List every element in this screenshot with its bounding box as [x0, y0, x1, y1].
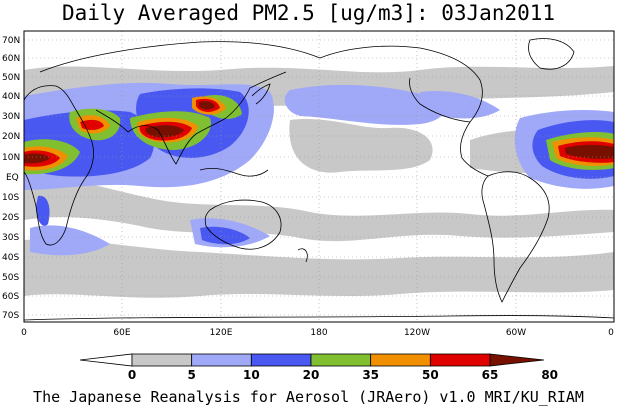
map-frame [23, 30, 615, 323]
concentration-layer [24, 66, 614, 298]
lon-label: 0 [608, 328, 614, 338]
lat-label: 50S [2, 273, 19, 283]
lon-label: 0 [21, 328, 27, 338]
lat-label: 10S [2, 193, 19, 203]
lat-label: 30S [2, 233, 19, 243]
credit-line: The Japanese Reanalysis for Aerosol (JRA… [33, 388, 584, 406]
lat-label: 10N [2, 153, 20, 163]
coastlines [24, 38, 614, 321]
latitude-labels: 70N 60N 50N 40N 30N 20N 10N EQ 10S 20S 3… [2, 36, 20, 321]
lat-label: 20N [2, 132, 20, 142]
lon-label: 120E [210, 328, 233, 338]
lat-label: 70N [2, 36, 20, 46]
lat-label: 60S [2, 292, 19, 302]
lat-label: EQ [6, 173, 19, 183]
lon-label: 180 [310, 328, 327, 338]
lat-label: 30N [2, 112, 20, 122]
longitude-labels: 0 60E 120E 180 120W 60W 0 [21, 328, 614, 338]
lon-label: 60W [506, 328, 526, 338]
lat-label: 40N [2, 92, 20, 102]
lat-label: 20S [2, 213, 19, 223]
page-title: Daily Averaged PM2.5 [ug/m3]: 03Jan2011 [61, 1, 556, 25]
graticule [24, 31, 614, 322]
lat-label: 50N [2, 73, 20, 83]
lat-label: 70S [2, 311, 19, 321]
lon-label: 60E [113, 328, 130, 338]
lat-label: 40S [2, 253, 19, 263]
lon-label: 120W [404, 328, 430, 338]
lat-label: 60N [2, 54, 20, 64]
